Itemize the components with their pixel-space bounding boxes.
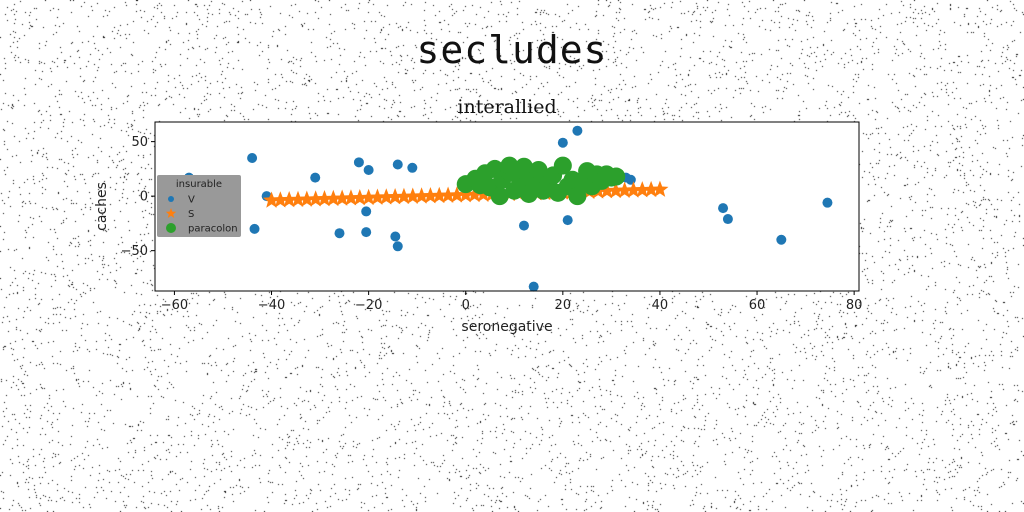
data-point-S	[324, 189, 342, 207]
legend-marker-V	[168, 196, 174, 202]
axes-frame	[154, 121, 860, 292]
data-point-S	[421, 187, 439, 204]
x-tick-label: 20	[555, 298, 572, 313]
x-tick-label: 60	[749, 298, 766, 313]
legend-label-paracolon: paracolon	[188, 224, 238, 235]
data-point-S	[262, 191, 281, 208]
data-point-V	[562, 215, 573, 226]
data-point-V	[392, 159, 403, 170]
data-point-paracolon	[514, 157, 533, 176]
data-point-V	[361, 227, 372, 238]
data-point-S	[651, 180, 669, 197]
data-point-S	[351, 189, 369, 206]
x-tick-label: −20	[355, 298, 382, 313]
x-tick-label: 0	[462, 298, 470, 313]
x-tick-label: 40	[652, 298, 669, 313]
data-point-S	[342, 189, 360, 206]
data-point-V	[625, 174, 636, 185]
data-point-V	[407, 162, 418, 173]
y-tick-label: 0	[140, 190, 148, 205]
data-point-paracolon	[607, 167, 626, 186]
data-point-S	[474, 185, 492, 202]
plot-area	[155, 122, 859, 291]
axes: −60 −40 −20 0 20 40 60 80 −50 0 50	[121, 121, 863, 313]
data-point-V	[776, 234, 787, 245]
data-point-S	[439, 186, 457, 203]
data-point-V	[353, 157, 364, 168]
data-point-V	[528, 281, 539, 292]
data-point-S	[395, 187, 413, 205]
data-point-S	[607, 181, 625, 199]
data-point-V	[722, 214, 733, 225]
data-point-S	[271, 191, 289, 208]
data-point-S	[448, 186, 466, 203]
x-tick-label: −60	[161, 298, 188, 313]
data-point-paracolon	[490, 187, 509, 206]
data-point-S	[368, 188, 387, 205]
data-point-S	[315, 190, 334, 207]
data-points	[183, 125, 833, 292]
legend-title: insurable	[176, 179, 222, 190]
data-point-V	[518, 220, 529, 231]
data-point-paracolon	[553, 156, 572, 175]
data-point-V	[361, 206, 372, 217]
legend-label-S: S	[188, 209, 194, 220]
legend-marker-paracolon	[166, 223, 176, 233]
data-point-V	[557, 137, 568, 148]
data-point-S	[430, 186, 448, 204]
legend-marker-S	[165, 208, 177, 218]
data-point-V	[334, 228, 345, 239]
data-point-S	[386, 188, 404, 205]
data-point-S	[360, 188, 378, 206]
data-point-S	[289, 190, 307, 208]
data-point-S	[466, 185, 484, 203]
series-paracolon	[456, 156, 626, 206]
y-tick-label: 50	[131, 135, 148, 150]
data-point-S	[377, 188, 395, 205]
data-point-S	[624, 181, 643, 198]
data-point-V	[718, 203, 729, 214]
data-point-S	[598, 182, 616, 199]
chart-title: interallied	[457, 96, 556, 118]
data-point-paracolon	[529, 160, 548, 179]
data-point-S	[413, 187, 431, 204]
plot-background	[155, 122, 859, 291]
figure-suptitle: secludes	[416, 28, 608, 72]
data-point-S	[457, 186, 475, 203]
data-point-V	[822, 197, 833, 208]
legend-box	[157, 175, 241, 237]
data-point-S	[404, 187, 422, 204]
data-point-paracolon	[500, 156, 519, 175]
x-tick-label: 80	[846, 298, 863, 313]
data-point-V	[363, 164, 374, 175]
data-point-S	[616, 181, 634, 198]
data-point-V	[392, 241, 403, 252]
data-point-V	[390, 231, 401, 242]
x-tick-label: −40	[258, 298, 285, 313]
data-point-V	[249, 223, 260, 234]
data-point-S	[280, 191, 298, 208]
data-point-V	[247, 152, 258, 163]
data-point-S	[307, 190, 325, 207]
data-point-S	[642, 180, 660, 198]
data-point-S	[333, 189, 351, 206]
data-point-V	[310, 172, 321, 183]
data-point-V	[572, 125, 583, 136]
legend-label-V: V	[188, 195, 195, 206]
data-point-S	[633, 181, 651, 198]
data-point-S	[298, 190, 316, 207]
y-axis-label: caches	[94, 182, 110, 231]
x-axis-label: seronegative	[461, 319, 552, 335]
y-tick-label: −50	[121, 244, 148, 259]
